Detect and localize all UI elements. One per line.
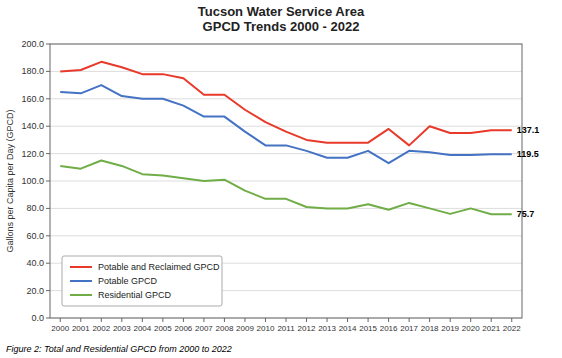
x-tick: [368, 318, 369, 322]
x-tick-label: 2019: [441, 324, 459, 333]
x-tick-label: 2011: [277, 324, 295, 333]
y-tick-label: 60.0: [26, 231, 44, 241]
x-tick-label: 2014: [339, 324, 357, 333]
legend-swatch: [70, 280, 92, 282]
x-tick: [347, 318, 348, 322]
y-tick-label: 140.0: [21, 121, 44, 131]
x-tick-label: 2005: [154, 324, 172, 333]
x-tick-label: 2018: [421, 324, 439, 333]
x-tick: [470, 318, 471, 322]
legend-label: Potable GPCD: [98, 276, 158, 286]
x-tick-label: 2009: [236, 324, 254, 333]
y-tick: [46, 318, 50, 319]
series-line: [60, 85, 511, 163]
y-tick: [46, 126, 50, 127]
x-tick: [450, 318, 451, 322]
x-tick-label: 2002: [92, 324, 110, 333]
y-tick: [46, 44, 50, 45]
x-tick: [244, 318, 245, 322]
grid-line: [50, 126, 522, 127]
y-tick-label: 20.0: [26, 286, 44, 296]
title: Tucson Water Service AreaGPCD Trends 200…: [198, 4, 365, 34]
legend-label: Potable and Reclaimed GPCD: [98, 262, 220, 272]
x-tick-label: 2013: [318, 324, 336, 333]
x-tick: [224, 318, 225, 322]
x-tick: [429, 318, 430, 322]
x-tick: [327, 318, 328, 322]
y-tick-label: 160.0: [21, 94, 44, 104]
y-tick-label: 200.0: [21, 39, 44, 49]
y-tick-label: 120.0: [21, 149, 44, 159]
x-tick-label: 2010: [257, 324, 275, 333]
end-label: 137.1: [517, 125, 540, 135]
legend-label: Residential GPCD: [98, 290, 172, 300]
x-tick-label: 2015: [359, 324, 377, 333]
grid: [50, 44, 522, 318]
x-tick-label: 2000: [51, 324, 69, 333]
y-tick-label: 100.0: [21, 176, 44, 186]
x-tick: [101, 318, 102, 322]
x-tick: [142, 318, 143, 322]
grid-line: [50, 98, 522, 99]
series-line: [60, 62, 511, 146]
end-label: 75.7: [517, 209, 535, 219]
legend-swatch: [70, 266, 92, 268]
title-line: GPCD Trends 2000 - 2022: [203, 19, 360, 34]
y-axis-label: Gallons per Capita per Day (GPCD): [5, 109, 15, 252]
x-tick: [121, 318, 122, 322]
legend: Potable and Reclaimed GPCD Potable GPCD Re…: [62, 256, 222, 306]
series-line: [60, 160, 511, 214]
x-tick-label: 2012: [298, 324, 316, 333]
x-tick: [80, 318, 81, 322]
legend-swatch: [70, 294, 92, 296]
x-tick: [286, 318, 287, 322]
x-tick-label: 2004: [133, 324, 151, 333]
x-tick-label: 2020: [462, 324, 480, 333]
y-tick: [46, 263, 50, 264]
x-tick-label: 2016: [380, 324, 398, 333]
y-tick: [46, 181, 50, 182]
y-tick-label: 40.0: [26, 258, 44, 268]
grid-line: [50, 153, 522, 154]
x-tick-label: 2008: [216, 324, 234, 333]
x-tick-label: 2021: [482, 324, 500, 333]
y-tick: [46, 71, 50, 72]
x-tick-label: 2017: [400, 324, 418, 333]
x-tick: [60, 318, 61, 322]
y-tick-label: 180.0: [21, 66, 44, 76]
grid-line: [50, 181, 522, 182]
grid-line: [50, 71, 522, 72]
chart: Tucson Water Service AreaGPCD Trends 200…: [0, 0, 562, 358]
grid-line: [50, 235, 522, 236]
x-tick: [203, 318, 204, 322]
grid-line: [50, 208, 522, 209]
y-tick: [46, 208, 50, 209]
end-label: 119.5: [517, 149, 539, 159]
x-tick: [409, 318, 410, 322]
legend-frame: [62, 256, 222, 306]
x-tick: [183, 318, 184, 322]
caption: Figure 2: Total and Residential GPCD fro…: [6, 344, 232, 354]
lines: [60, 62, 511, 214]
x-tick: [265, 318, 266, 322]
y-tick: [46, 235, 50, 236]
x-tick: [388, 318, 389, 322]
y-tick-label: 0.0: [31, 313, 44, 323]
y-tick-label: 80.0: [26, 203, 44, 213]
x-tick: [306, 318, 307, 322]
plot-frame: [50, 44, 522, 318]
x-tick-label: 2006: [174, 324, 192, 333]
title-line: Tucson Water Service Area: [198, 4, 365, 19]
x-tick: [511, 318, 512, 322]
x-tick-label: 2003: [113, 324, 131, 333]
x-tick-label: 2001: [72, 324, 90, 333]
x-tick: [491, 318, 492, 322]
x-tick-label: 2007: [195, 324, 213, 333]
y-tick: [46, 98, 50, 99]
y-tick: [46, 290, 50, 291]
x-tick: [162, 318, 163, 322]
y-tick: [46, 153, 50, 154]
x-tick-label: 2022: [503, 324, 521, 333]
